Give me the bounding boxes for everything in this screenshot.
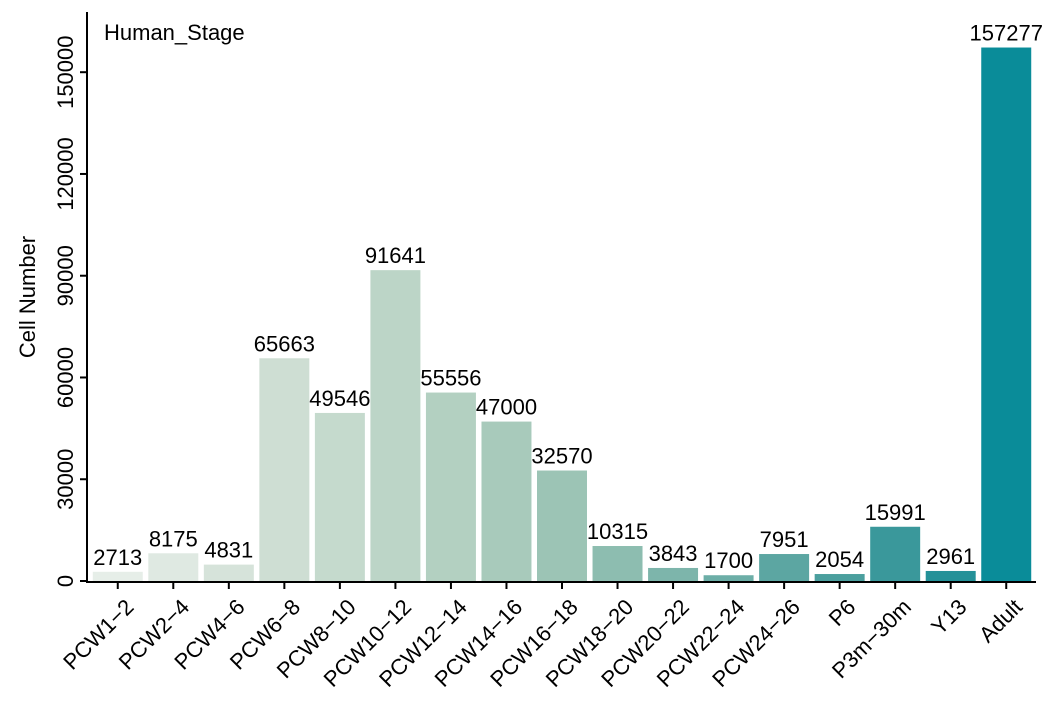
bar-3 <box>259 358 310 581</box>
y-tick-label: 90000 <box>53 245 78 306</box>
bar-value-label: 2961 <box>926 544 975 569</box>
bar-value-label: 157277 <box>970 21 1043 46</box>
bar-value-label: 10315 <box>587 519 648 544</box>
bar-16 <box>981 47 1032 581</box>
bar-value-label: 3843 <box>649 541 698 566</box>
bar-value-label: 49546 <box>309 386 370 411</box>
bar-6 <box>425 392 476 581</box>
bar-value-label: 65663 <box>254 331 315 356</box>
x-tick-label: P6 <box>824 594 861 631</box>
bar-1 <box>148 553 199 581</box>
bar-value-label: 55556 <box>420 366 481 391</box>
x-ticks-group: PCW1−2PCW2−4PCW4−6PCW6−8PCW8−10PCW10−12P… <box>58 582 1027 692</box>
bar-4 <box>314 412 365 581</box>
bar-10 <box>648 567 699 581</box>
bar-value-label: 32570 <box>531 444 592 469</box>
value-labels-group: 2713 8175 4831 65663 49546 91641 55556 47000 325… <box>93 21 1043 574</box>
y-ticks-group: 0 30000 60000 90000 120000 150000 <box>53 35 87 587</box>
y-tick-label: 60000 <box>53 347 78 408</box>
chart-title: Human_Stage <box>104 20 245 45</box>
y-tick-label: 150000 <box>53 35 78 108</box>
bar-value-label: 47000 <box>476 395 537 420</box>
bar-13 <box>814 574 865 581</box>
bar-11 <box>703 575 754 581</box>
bar-14 <box>870 526 921 581</box>
x-tick-label: Y13 <box>926 594 971 639</box>
y-tick-label: 120000 <box>53 137 78 210</box>
bar-value-label: 2713 <box>93 545 142 570</box>
bar-15 <box>925 570 976 581</box>
bar-8 <box>537 470 587 581</box>
bar-value-label: 1700 <box>704 548 753 573</box>
bar-value-label: 91641 <box>365 243 426 268</box>
bar-12 <box>759 554 810 581</box>
bar-9 <box>592 546 643 581</box>
bar-value-label: 4831 <box>204 538 253 563</box>
bar-5 <box>370 270 421 581</box>
bar-2 <box>203 564 254 581</box>
bar-0 <box>92 571 143 581</box>
x-tick-label: Adult <box>974 594 1027 647</box>
bar-7 <box>481 421 532 581</box>
y-tick-label: 30000 <box>53 449 78 510</box>
y-axis-label: Cell Number <box>15 236 40 358</box>
bar-value-label: 7951 <box>760 527 809 552</box>
bar-value-label: 2054 <box>815 547 864 572</box>
y-tick-label: 0 <box>53 575 78 587</box>
bar-value-label: 8175 <box>149 526 198 551</box>
bar-value-label: 15991 <box>865 500 926 525</box>
bars-group <box>92 47 1032 581</box>
